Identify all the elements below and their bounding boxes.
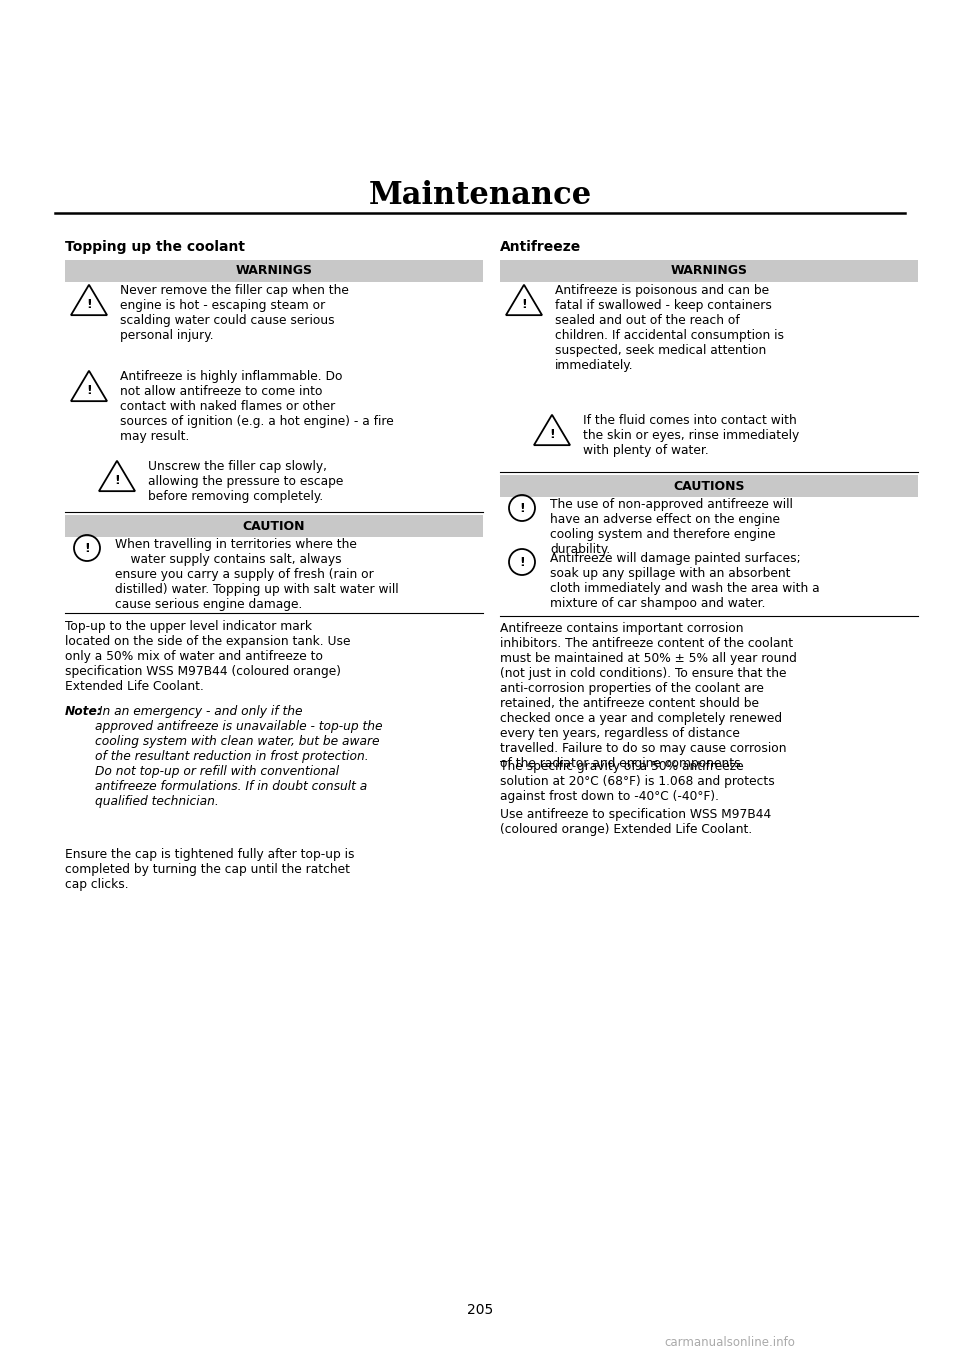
Text: Antifreeze contains important corrosion
inhibitors. The antifreeze content of th: Antifreeze contains important corrosion … bbox=[500, 622, 797, 770]
Text: The use of non-approved antifreeze will
have an adverse effect on the engine
coo: The use of non-approved antifreeze will … bbox=[550, 498, 793, 555]
Text: Topping up the coolant: Topping up the coolant bbox=[65, 240, 245, 254]
Text: !: ! bbox=[519, 555, 525, 569]
Text: !: ! bbox=[86, 384, 92, 397]
Text: If the fluid comes into contact with
the skin or eyes, rinse immediately
with pl: If the fluid comes into contact with the… bbox=[583, 414, 800, 458]
Text: Use antifreeze to specification WSS M97B44
(coloured orange) Extended Life Coola: Use antifreeze to specification WSS M97B… bbox=[500, 808, 771, 837]
Text: CAUTIONS: CAUTIONS bbox=[673, 479, 745, 493]
FancyBboxPatch shape bbox=[65, 515, 483, 536]
Text: Top-up to the upper level indicator mark
located on the side of the expansion ta: Top-up to the upper level indicator mark… bbox=[65, 621, 350, 693]
Text: !: ! bbox=[521, 297, 527, 311]
Text: Ensure the cap is tightened fully after top-up is
completed by turning the cap u: Ensure the cap is tightened fully after … bbox=[65, 847, 354, 891]
Text: The specific gravity of a 50% antifreeze
solution at 20°C (68°F) is 1.068 and pr: The specific gravity of a 50% antifreeze… bbox=[500, 760, 775, 803]
Text: !: ! bbox=[519, 501, 525, 515]
Text: !: ! bbox=[84, 542, 90, 554]
Text: !: ! bbox=[114, 474, 120, 488]
Text: WARNINGS: WARNINGS bbox=[670, 265, 748, 277]
Text: !: ! bbox=[549, 428, 555, 441]
Text: Antifreeze is highly inflammable. Do
not allow antifreeze to come into
contact w: Antifreeze is highly inflammable. Do not… bbox=[120, 369, 394, 443]
Text: Unscrew the filler cap slowly,
allowing the pressure to escape
before removing c: Unscrew the filler cap slowly, allowing … bbox=[148, 460, 344, 502]
Text: Antifreeze is poisonous and can be
fatal if swallowed - keep containers
sealed a: Antifreeze is poisonous and can be fatal… bbox=[555, 284, 784, 372]
FancyBboxPatch shape bbox=[500, 259, 918, 282]
Text: carmanualsonline.info: carmanualsonline.info bbox=[664, 1336, 796, 1350]
Text: In an emergency - and only if the
approved antifreeze is unavailable - top-up th: In an emergency - and only if the approv… bbox=[95, 705, 382, 808]
Text: Antifreeze will damage painted surfaces;
soak up any spillage with an absorbent
: Antifreeze will damage painted surfaces;… bbox=[550, 551, 820, 610]
Text: Maintenance: Maintenance bbox=[369, 179, 591, 210]
Text: !: ! bbox=[86, 297, 92, 311]
FancyBboxPatch shape bbox=[500, 475, 918, 497]
Text: Never remove the filler cap when the
engine is hot - escaping steam or
scalding : Never remove the filler cap when the eng… bbox=[120, 284, 348, 342]
FancyBboxPatch shape bbox=[65, 259, 483, 282]
Text: When travelling in territories where the
    water supply contains salt, always
: When travelling in territories where the… bbox=[115, 538, 398, 611]
Text: CAUTION: CAUTION bbox=[243, 520, 305, 532]
Text: Note:: Note: bbox=[65, 705, 103, 718]
Text: 205: 205 bbox=[467, 1302, 493, 1317]
Text: Antifreeze: Antifreeze bbox=[500, 240, 581, 254]
Text: WARNINGS: WARNINGS bbox=[235, 265, 313, 277]
